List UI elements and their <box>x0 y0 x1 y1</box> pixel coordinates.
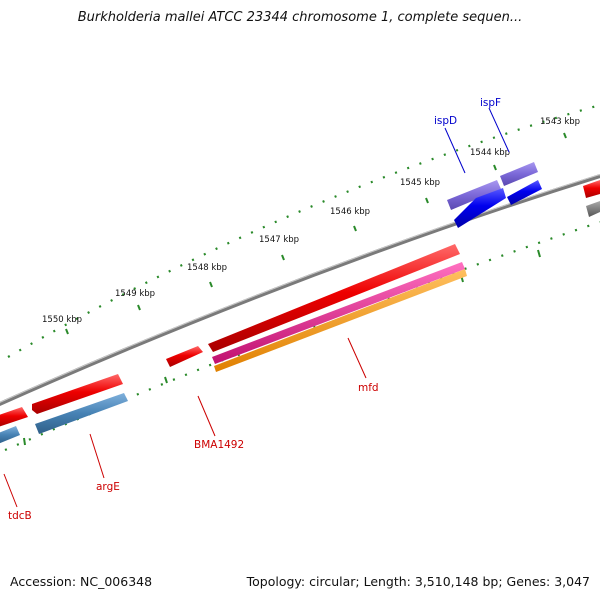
genome-backbone <box>0 174 600 406</box>
scale-label-1545: 1545 kbp <box>400 178 440 188</box>
scale-label-1546: 1546 kbp <box>330 207 370 217</box>
gene-label-mfd[interactable]: mfd <box>358 382 379 394</box>
scale-label-1548: 1548 kbp <box>187 263 227 273</box>
gene-ispF-arrow[interactable] <box>500 162 542 205</box>
gene-label-ispD[interactable]: ispD <box>434 115 457 127</box>
genome-summary-text: Topology: circular; Length: 3,510,148 bp… <box>246 574 590 589</box>
gene-tdcB-arrow[interactable] <box>0 407 28 444</box>
rna-mfd[interactable] <box>212 262 465 364</box>
gene-label-argE[interactable]: argE <box>96 481 120 493</box>
inner-scale-major-ticks <box>23 249 541 446</box>
map-title: Burkholderia mallei ATCC 23344 chromosom… <box>77 10 523 25</box>
inner-scale-track <box>4 220 600 452</box>
scale-label-1550: 1550 kbp <box>42 315 82 325</box>
scale-label-1547: 1547 kbp <box>259 235 299 245</box>
gene-argE-arrow[interactable] <box>32 374 128 434</box>
gene-label-BMA1492[interactable]: BMA1492 <box>194 439 244 451</box>
label-leaders <box>3 107 510 508</box>
partial-feature-right[interactable] <box>583 180 600 217</box>
gene-label-ispF[interactable]: ispF <box>480 97 501 109</box>
scale-label-1543: 1543 kbp <box>540 117 580 127</box>
outer-scale-track <box>7 103 600 358</box>
cds-tdcB[interactable] <box>0 426 20 444</box>
cds-ispF[interactable] <box>500 162 538 186</box>
scale-label-1544: 1544 kbp <box>470 148 510 158</box>
feature-mfd[interactable] <box>214 269 467 372</box>
cds-ispD[interactable] <box>447 180 501 210</box>
accession-text: Accession: NC_006348 <box>10 574 153 589</box>
gene-BMA1492-arrow[interactable] <box>166 346 203 367</box>
gene-ispD-arrow[interactable] <box>447 180 506 228</box>
cds-argE[interactable] <box>35 393 128 434</box>
outer-scale-major-ticks <box>65 132 567 335</box>
scale-label-1549: 1549 kbp <box>115 289 155 299</box>
gene-mfd-arrow[interactable] <box>208 244 467 372</box>
gene-label-tdcB[interactable]: tdcB <box>8 510 32 522</box>
